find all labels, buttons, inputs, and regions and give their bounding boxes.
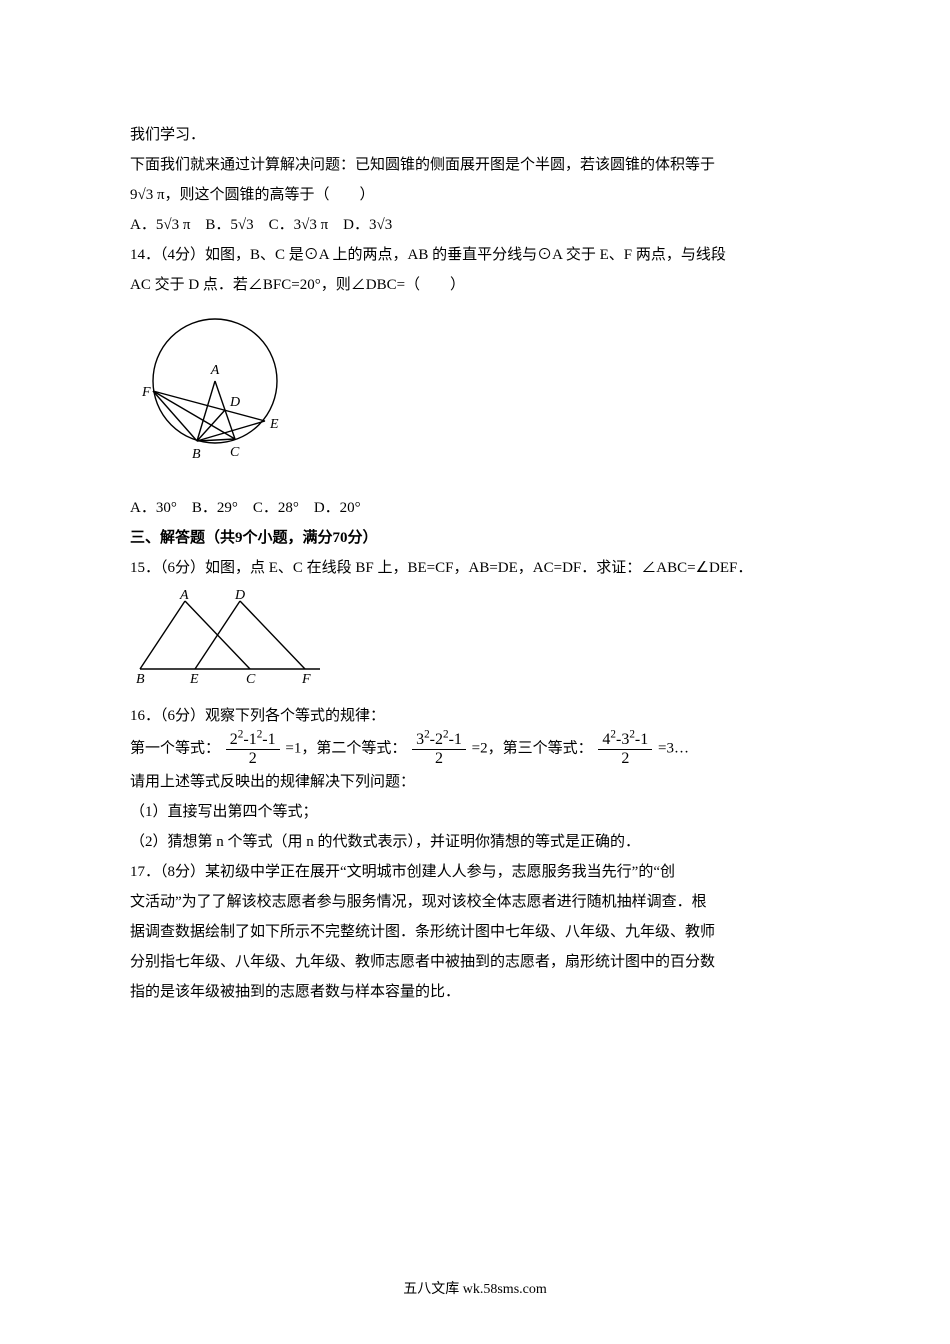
q16-i2: （2）猜想第 n 个等式（用 n 的代数式表示），并证明你猜想的等式是正确的． xyxy=(130,827,820,857)
eq-mid2: =2，第三个等式： xyxy=(472,741,593,757)
q17-p2: 文活动”为了了解该校志愿者参与服务情况，现对该校全体志愿者进行随机抽样调查．根 xyxy=(130,887,820,917)
section3-heading: 三、解答题（共9个小题，满分70分） xyxy=(130,523,820,553)
eq-prefix1: 第一个等式： xyxy=(130,741,220,757)
q16-title: 16．（6分）观察下列各个等式的规律： xyxy=(130,701,820,731)
eq-suffix: =3… xyxy=(658,741,689,757)
frac1-den: 2 xyxy=(226,750,280,768)
circle-diagram-svg: A F E B C D xyxy=(130,306,300,476)
figure-triangles: A D B E C F xyxy=(130,589,820,695)
eq-mid1: =1，第二个等式： xyxy=(285,741,406,757)
footer-text: 五八文库 wk.58sms.com xyxy=(0,1276,950,1304)
q14-choices: A．30° B．29° C．28° D．20° xyxy=(130,493,820,523)
frac3: 42-32-1 2 xyxy=(598,731,652,767)
q14-line1: 14．（4分）如图，B、C 是⊙A 上的两点，AB 的垂直平分线与⊙A 交于 E… xyxy=(130,240,820,270)
triangles-svg: A D B E C F xyxy=(130,589,330,684)
frac3-den: 2 xyxy=(598,750,652,768)
text-cone-intro: 下面我们就来通过计算解决问题：已知圆锥的侧面展开图是个半圆，若该圆锥的体积等于 xyxy=(130,150,820,180)
label-D: D xyxy=(229,395,240,410)
label-F2: F xyxy=(301,672,311,684)
label-F: F xyxy=(141,385,151,400)
q16-p2: 请用上述等式反映出的规律解决下列问题： xyxy=(130,767,820,797)
figure-circle: A F E B C D xyxy=(130,306,820,487)
label-B: B xyxy=(192,447,201,462)
page: 我们学习． 下面我们就来通过计算解决问题：已知圆锥的侧面展开图是个半圆，若该圆锥… xyxy=(0,0,950,1344)
label-C: C xyxy=(230,445,240,460)
q17-p4: 分别指七年级、八年级、九年级、教师志愿者中被抽到的志愿者，扇形统计图中的百分数 xyxy=(130,947,820,977)
label-D2: D xyxy=(234,589,245,603)
label-B2: B xyxy=(136,672,145,684)
q15-text: 15．（6分）如图，点 E、C 在线段 BF 上，BE=CF，AB=DE，AC=… xyxy=(130,553,820,583)
label-A: A xyxy=(210,363,220,378)
text-cone-q: 9√3 π，则这个圆锥的高等于（ ） xyxy=(130,180,820,210)
q14-line2: AC 交于 D 点．若∠BFC=20°，则∠DBC=（ ） xyxy=(130,270,820,300)
label-E: E xyxy=(269,417,279,432)
q17-p1: 17．（8分）某初级中学正在展开“文明城市创建人人参与，志愿服务我当先行”的“创 xyxy=(130,857,820,887)
q16-i1: （1）直接写出第四个等式； xyxy=(130,797,820,827)
frac1-num: 22-12-1 xyxy=(226,731,280,750)
frac2-den: 2 xyxy=(412,750,466,768)
frac2-num: 32-22-1 xyxy=(412,731,466,750)
q17-p5: 指的是该年级被抽到的志愿者数与样本容量的比． xyxy=(130,977,820,1007)
q16-equations: 第一个等式： 22-12-1 2 =1，第二个等式： 32-22-1 2 =2，… xyxy=(130,731,820,767)
frac1: 22-12-1 2 xyxy=(226,731,280,767)
text-study: 我们学习． xyxy=(130,120,820,150)
frac2: 32-22-1 2 xyxy=(412,731,466,767)
label-E2: E xyxy=(189,672,199,684)
q17-p3: 据调查数据绘制了如下所示不完整统计图．条形统计图中七年级、八年级、九年级、教师 xyxy=(130,917,820,947)
q13-choices: A．5√3 π B．5√3 C．3√3 π D．3√3 xyxy=(130,210,820,240)
label-A2: A xyxy=(179,589,189,603)
label-C2: C xyxy=(246,672,256,684)
frac3-num: 42-32-1 xyxy=(598,731,652,750)
